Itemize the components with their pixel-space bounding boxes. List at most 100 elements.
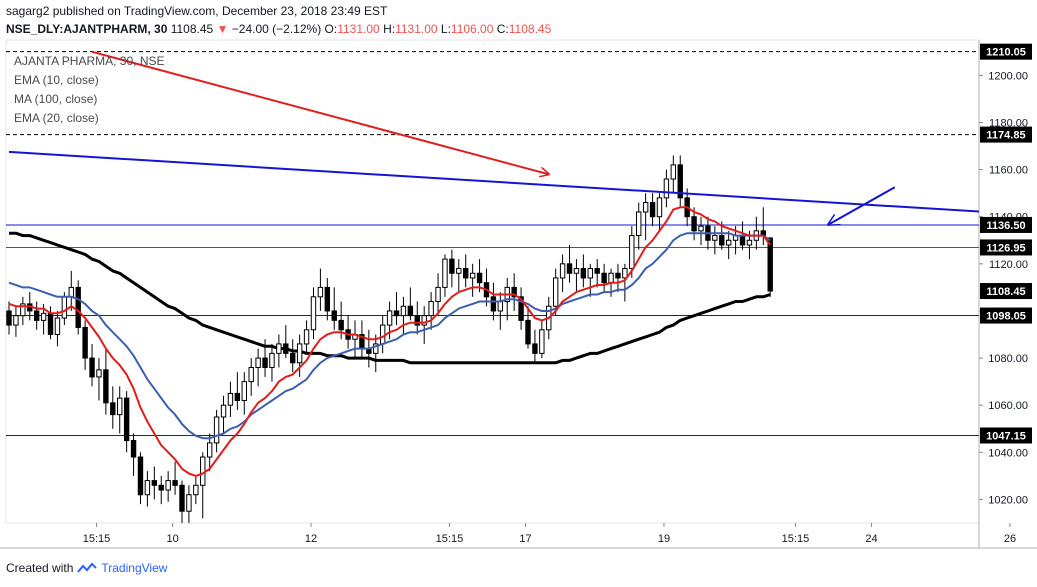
candle[interactable] <box>677 155 683 208</box>
candle[interactable] <box>456 259 462 293</box>
candle[interactable] <box>573 259 580 293</box>
candle[interactable] <box>379 315 386 354</box>
candle[interactable] <box>525 306 531 349</box>
candle[interactable] <box>296 334 303 377</box>
legend-ma100[interactable]: MA (100, close) <box>14 92 98 106</box>
candle[interactable] <box>566 244 573 283</box>
candle[interactable] <box>642 193 649 241</box>
candle[interactable] <box>206 433 213 472</box>
trendline-blue[interactable] <box>8 150 1005 213</box>
candle[interactable] <box>725 230 732 260</box>
candle[interactable] <box>656 193 663 231</box>
candle[interactable] <box>193 475 199 505</box>
candle[interactable] <box>89 343 95 387</box>
candle[interactable] <box>248 358 254 396</box>
candle[interactable] <box>172 461 178 495</box>
candle[interactable] <box>54 310 61 347</box>
candle[interactable] <box>442 254 448 297</box>
candle[interactable] <box>220 395 227 434</box>
candle[interactable] <box>324 277 331 321</box>
candle[interactable] <box>130 433 137 476</box>
candle[interactable] <box>428 292 434 330</box>
candle[interactable] <box>435 273 441 316</box>
candle[interactable] <box>151 466 158 500</box>
candle[interactable] <box>373 334 379 373</box>
trendline-red-arrow[interactable] <box>91 50 549 175</box>
candle[interactable] <box>469 263 476 297</box>
candle[interactable] <box>68 270 74 311</box>
price-label-1047.15[interactable]: 1047.15 <box>980 427 1032 444</box>
candle[interactable] <box>179 480 185 523</box>
candle[interactable] <box>636 202 642 250</box>
legend-symbol[interactable]: AJANTA PHARMA, 30, NSE <box>14 54 165 68</box>
price-label-1210.05[interactable]: 1210.05 <box>980 43 1032 60</box>
price-label-1136.50[interactable]: 1136.50 <box>980 216 1032 233</box>
ema20-line[interactable] <box>8 232 771 440</box>
candle[interactable] <box>75 280 81 335</box>
candle[interactable] <box>559 254 566 293</box>
candle[interactable] <box>241 372 247 415</box>
candle[interactable] <box>663 169 670 208</box>
trendline-blue-arrow[interactable] <box>829 186 896 224</box>
candle[interactable] <box>698 216 704 245</box>
legend-ema10[interactable]: EMA (10, close) <box>14 73 99 87</box>
candle[interactable] <box>352 320 358 359</box>
candle[interactable] <box>407 287 414 321</box>
candle[interactable] <box>317 268 324 311</box>
candle[interactable] <box>13 306 19 337</box>
ema10-line[interactable] <box>8 206 772 477</box>
candle[interactable] <box>601 263 607 293</box>
candle[interactable] <box>615 263 621 293</box>
tradingview-brand-link[interactable]: TradingView <box>101 561 168 575</box>
candle[interactable] <box>290 339 296 373</box>
candle[interactable] <box>400 296 407 335</box>
candle[interactable] <box>393 292 400 326</box>
ma100-line[interactable] <box>9 231 771 365</box>
candle[interactable] <box>20 296 26 326</box>
candle[interactable] <box>587 263 593 297</box>
candle[interactable] <box>269 343 275 382</box>
candle[interactable] <box>213 409 220 453</box>
candle[interactable] <box>649 193 656 227</box>
candle[interactable] <box>518 287 524 330</box>
username[interactable]: sagarg2 <box>6 4 50 18</box>
candle[interactable] <box>234 372 241 410</box>
price-label-1126.95[interactable]: 1126.95 <box>980 239 1032 256</box>
candle[interactable] <box>96 358 102 401</box>
candle[interactable] <box>158 475 164 505</box>
candle[interactable] <box>165 471 171 502</box>
candle[interactable] <box>511 273 517 311</box>
candle[interactable] <box>359 320 365 359</box>
candle[interactable] <box>6 301 12 335</box>
candle[interactable] <box>262 339 268 377</box>
candle[interactable] <box>463 254 469 288</box>
candle[interactable] <box>82 320 88 370</box>
candle[interactable] <box>712 226 718 255</box>
candle[interactable] <box>497 292 504 330</box>
candle[interactable] <box>414 301 420 335</box>
legend-ema20[interactable]: EMA (20, close) <box>14 111 99 125</box>
candle[interactable] <box>255 348 261 387</box>
candle[interactable] <box>227 381 234 417</box>
candle[interactable] <box>539 320 545 359</box>
candle[interactable] <box>310 287 317 340</box>
candle[interactable] <box>670 155 677 194</box>
candle[interactable] <box>421 306 427 344</box>
candle[interactable] <box>303 320 310 354</box>
candle[interactable] <box>449 249 455 288</box>
candle[interactable] <box>200 452 206 519</box>
candle[interactable] <box>276 334 282 368</box>
price-label-1108.45[interactable]: 1108.45 <box>980 283 1032 300</box>
candle[interactable] <box>767 237 773 297</box>
candle[interactable] <box>580 254 587 288</box>
candle[interactable] <box>103 348 109 415</box>
candle[interactable] <box>123 391 130 453</box>
candle[interactable] <box>137 452 144 505</box>
candle[interactable] <box>33 301 40 330</box>
price-label-1174.85[interactable]: 1174.85 <box>980 126 1032 143</box>
candle[interactable] <box>594 259 600 288</box>
candle[interactable] <box>622 263 628 302</box>
candle[interactable] <box>283 325 289 359</box>
candle[interactable] <box>117 386 123 434</box>
